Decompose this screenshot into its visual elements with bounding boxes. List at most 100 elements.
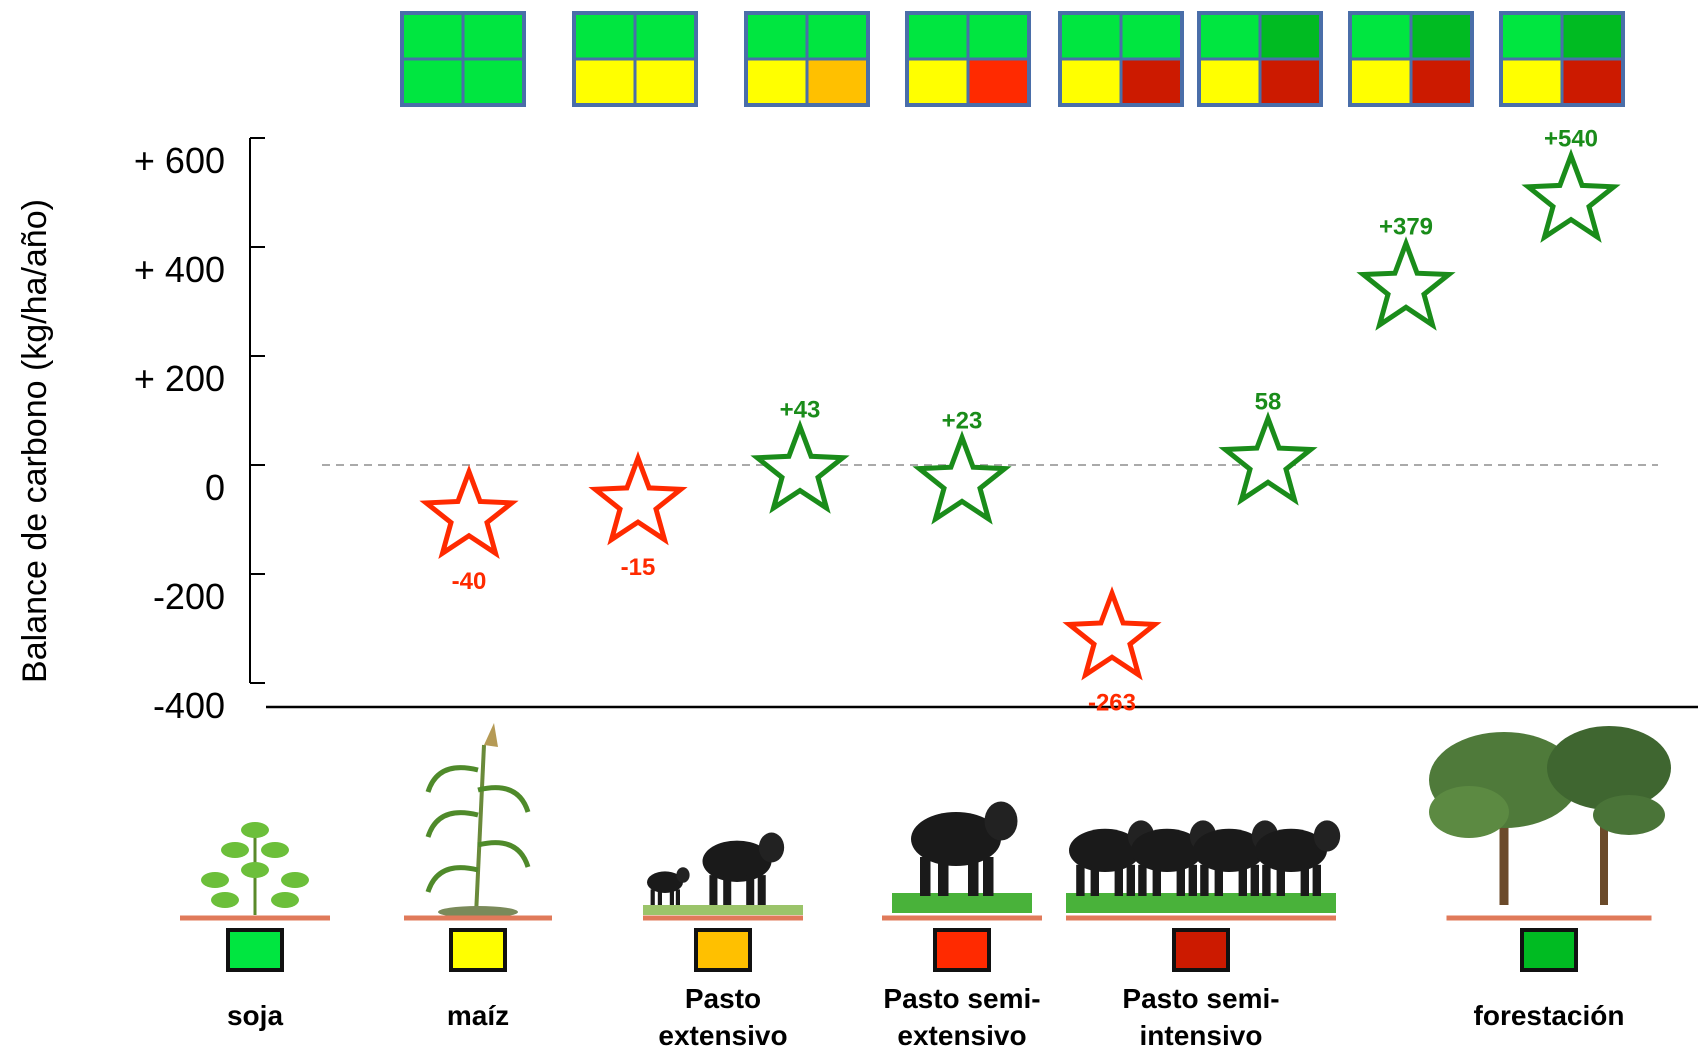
data-point-star [912, 430, 1012, 525]
y-tick-label: -200 [153, 576, 225, 617]
rotation-grid-border [744, 11, 870, 107]
rotation-grid-border [1058, 11, 1184, 107]
rotation-grid-cell [574, 13, 635, 59]
corn-plant-icon [425, 723, 531, 918]
category-color-swatch [1520, 928, 1578, 972]
rotation-grid [1058, 11, 1184, 107]
cattle-semi-extensive-icon [892, 801, 1032, 913]
category-color-swatch [1172, 928, 1230, 972]
rotation-grid-cell [907, 13, 968, 59]
rotation-grid-border [1197, 11, 1323, 107]
data-points: -40 -15 +43 +23 -263 58 +379 +540 [419, 126, 1621, 716]
cattle-herd-icon [1066, 820, 1341, 913]
rotation-grid [1348, 11, 1474, 107]
rotation-grid-cell [1199, 13, 1260, 59]
y-tick-label: 0 [205, 467, 225, 508]
rotation-grid-cell [635, 13, 696, 59]
category-item: Pasto semi-intensivo [1066, 820, 1341, 1051]
data-point-label: +379 [1379, 213, 1433, 240]
data-point-star [1062, 586, 1162, 681]
y-axis: + 600 + 400 + 200 0 -200 -400 [134, 137, 1698, 726]
category-item: Pasto extensivo [643, 832, 803, 1051]
data-point-label: -15 [621, 554, 656, 581]
category-label: soja [227, 1000, 283, 1031]
rotation-grid-cell [1260, 59, 1321, 105]
rotation-grid-cell [635, 59, 696, 105]
pine-trees-icon [1429, 726, 1671, 905]
category-label: Pasto semi- [1122, 983, 1279, 1014]
data-point-star [419, 464, 519, 559]
data-point-label: 58 [1255, 388, 1282, 415]
data-point-label: +540 [1544, 126, 1598, 153]
category-color-swatch [449, 928, 507, 972]
rotation-grid-cell [1562, 13, 1623, 59]
soy-plant-icon [201, 822, 309, 915]
y-tick-label: -400 [153, 685, 225, 726]
rotation-grid-cell [746, 13, 807, 59]
y-tick-label: + 200 [134, 358, 225, 399]
data-point-star [1218, 411, 1318, 506]
rotation-grid-cell [1501, 13, 1562, 59]
rotation-grid-cell [1350, 13, 1411, 59]
rotation-grid-cell [968, 13, 1029, 59]
rotation-grid-border [1348, 11, 1474, 107]
data-point-star [1521, 148, 1621, 243]
rotation-grid-cell [1121, 13, 1182, 59]
rotation-grid [1499, 11, 1625, 107]
rotation-grid-row [400, 11, 1625, 107]
category-color-swatch [694, 928, 752, 972]
data-point-label: +43 [780, 397, 821, 424]
category-item: soja [180, 822, 330, 1031]
category-color-swatch [933, 928, 991, 972]
rotation-grid-cell [1199, 59, 1260, 105]
category-label: maíz [447, 1000, 509, 1031]
category-label: forestación [1474, 1000, 1625, 1031]
rotation-grid-cell [1060, 13, 1121, 59]
rotation-grid-cell [1260, 13, 1321, 59]
rotation-grid-cell [463, 59, 524, 105]
rotation-grid-cell [1501, 59, 1562, 105]
category-label: Pasto semi- [883, 983, 1040, 1014]
rotation-grid-cell [1121, 59, 1182, 105]
category-color-swatch [226, 928, 284, 972]
rotation-grid-cell [807, 59, 868, 105]
rotation-grid-cell [463, 13, 524, 59]
rotation-grid-cell [907, 59, 968, 105]
data-point-label: -263 [1088, 689, 1136, 716]
category-item: Pasto semi-extensivo [882, 801, 1042, 1051]
rotation-grid-cell [968, 59, 1029, 105]
rotation-grid [572, 11, 698, 107]
rotation-grid-cell [402, 13, 463, 59]
category-item: maíz [404, 723, 552, 1031]
y-tick-label: + 600 [134, 140, 225, 181]
rotation-grid-border [1499, 11, 1625, 107]
rotation-grid-cell [1411, 59, 1472, 105]
rotation-grid-cell [574, 59, 635, 105]
rotation-grid [905, 11, 1031, 107]
rotation-grid-cell [1562, 59, 1623, 105]
rotation-grid-cell [1060, 59, 1121, 105]
category-label: Pasto [685, 983, 761, 1014]
data-point-star [1356, 236, 1456, 331]
rotation-grid-border [572, 11, 698, 107]
y-axis-label: Balance de carbono (kg/ha/año) [16, 199, 54, 683]
rotation-grid-border [905, 11, 1031, 107]
rotation-grid-cell [807, 13, 868, 59]
category-item: forestación [1429, 726, 1671, 1031]
rotation-grid [1197, 11, 1323, 107]
category-label: extensivo [658, 1020, 787, 1051]
rotation-grid-cell [402, 59, 463, 105]
rotation-grid [400, 11, 526, 107]
y-tick-label: + 400 [134, 249, 225, 290]
cattle-extensive-icon [643, 832, 803, 915]
data-point-star [588, 451, 688, 546]
category-label: intensivo [1140, 1020, 1263, 1051]
data-point-star [750, 419, 850, 514]
data-point-label: +23 [942, 407, 983, 434]
rotation-grid-cell [1411, 13, 1472, 59]
rotation-grid-cell [746, 59, 807, 105]
rotation-grid [744, 11, 870, 107]
data-point-label: -40 [452, 568, 487, 595]
category-label: extensivo [897, 1020, 1026, 1051]
